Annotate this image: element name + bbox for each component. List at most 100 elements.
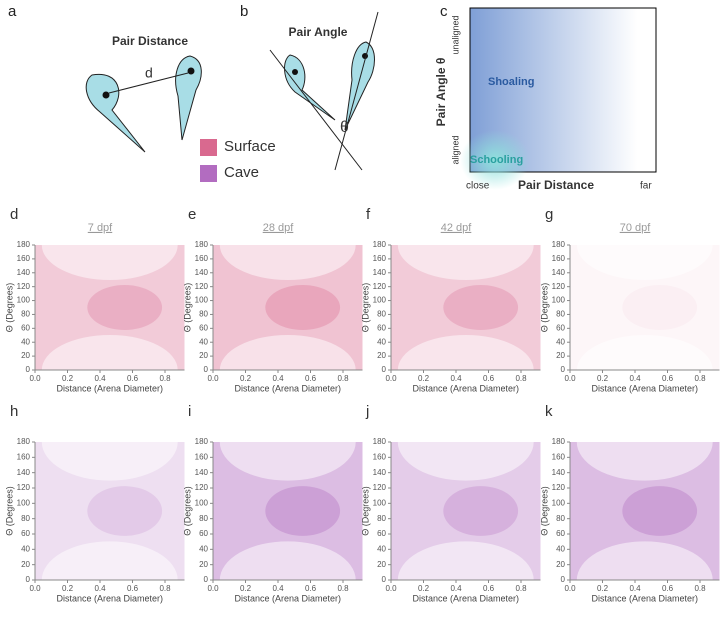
x-tick-label: 0.0 xyxy=(29,374,41,383)
y-axis-label: Θ (Degrees) xyxy=(539,486,549,536)
x-tick-label: 0.2 xyxy=(597,584,609,593)
density-lobe xyxy=(41,210,178,280)
density-lobe xyxy=(219,210,356,280)
panel-label: a xyxy=(8,3,17,20)
y-axis-label: Θ (Degrees) xyxy=(360,283,370,333)
x-tick-label: 0.0 xyxy=(564,374,576,383)
x-tick-label: 0.8 xyxy=(694,374,706,383)
region-label: Schooling xyxy=(470,154,523,166)
y-tick-label: 40 xyxy=(377,337,386,346)
x-tick-label: 0.6 xyxy=(662,374,674,383)
x-tick-label: 0.0 xyxy=(564,584,576,593)
axis-end: aligned xyxy=(450,135,460,164)
panel-label: f xyxy=(366,206,371,223)
panel-label: j xyxy=(365,403,369,420)
y-axis-label: Θ (Degrees) xyxy=(539,283,549,333)
y-tick-label: 60 xyxy=(377,529,386,538)
x-tick-label: 0.2 xyxy=(418,584,430,593)
panel-label: e xyxy=(188,206,196,223)
symbol: θ xyxy=(340,119,349,136)
y-tick-label: 160 xyxy=(373,452,387,461)
axis-end: far xyxy=(640,181,652,192)
legend-swatch xyxy=(200,139,217,156)
x-tick-label: 0.2 xyxy=(62,584,74,593)
y-tick-label: 80 xyxy=(556,310,565,319)
y-tick-label: 140 xyxy=(373,468,387,477)
y-tick-label: 180 xyxy=(552,437,566,446)
y-tick-label: 180 xyxy=(552,240,566,249)
y-tick-label: 60 xyxy=(377,323,386,332)
y-tick-label: 120 xyxy=(195,282,209,291)
fish xyxy=(175,55,202,141)
y-tick-label: 100 xyxy=(195,296,209,305)
y-tick-label: 20 xyxy=(199,351,208,360)
panel-label: h xyxy=(10,403,18,420)
y-tick-label: 60 xyxy=(556,323,565,332)
fish xyxy=(85,73,146,153)
y-tick-label: 160 xyxy=(17,452,31,461)
x-tick-label: 0.4 xyxy=(450,374,462,383)
y-tick-label: 180 xyxy=(195,240,209,249)
x-tick-label: 0.0 xyxy=(385,584,397,593)
y-tick-label: 100 xyxy=(195,498,209,507)
legend-label: Cave xyxy=(224,164,259,181)
y-tick-label: 40 xyxy=(556,544,565,553)
x-tick-label: 0.4 xyxy=(272,584,284,593)
x-axis-label: Distance (Arena Diameter) xyxy=(56,383,163,393)
y-tick-label: 160 xyxy=(17,254,31,263)
density-core xyxy=(87,285,163,330)
density-lobe xyxy=(397,403,534,481)
density-core xyxy=(265,285,341,330)
y-tick-label: 140 xyxy=(17,468,31,477)
y-tick-label: 0 xyxy=(204,575,209,584)
distance-arrow xyxy=(108,72,189,94)
x-tick-label: 0.6 xyxy=(127,584,139,593)
y-tick-label: 0 xyxy=(561,365,566,374)
x-tick-label: 0.8 xyxy=(337,584,349,593)
x-tick-label: 0.2 xyxy=(240,374,252,383)
y-tick-label: 160 xyxy=(373,254,387,263)
x-tick-label: 0.6 xyxy=(305,374,317,383)
y-tick-label: 20 xyxy=(199,560,208,569)
x-tick-label: 0.8 xyxy=(159,374,171,383)
x-axis-label: Distance (Arena Diameter) xyxy=(591,383,698,393)
y-axis-label: Θ (Degrees) xyxy=(360,486,370,536)
legend: Surface Cave xyxy=(200,138,276,182)
x-axis-label: Distance (Arena Diameter) xyxy=(412,593,519,603)
density-core xyxy=(265,486,341,536)
y-axis-label: Θ (Degrees) xyxy=(4,283,14,333)
x-tick-label: 0.4 xyxy=(94,374,106,383)
schooling-region xyxy=(460,130,530,190)
heading-line xyxy=(269,49,363,171)
eye xyxy=(292,69,298,75)
legend-label: Surface xyxy=(224,138,276,155)
density-lobe xyxy=(397,210,534,280)
y-tick-label: 180 xyxy=(373,437,387,446)
x-tick-label: 0.4 xyxy=(94,584,106,593)
x-tick-label: 0.0 xyxy=(385,374,397,383)
panel-label: d xyxy=(10,206,18,223)
x-tick-label: 0.0 xyxy=(29,584,41,593)
y-tick-label: 80 xyxy=(21,514,30,523)
heading-line xyxy=(334,11,379,171)
density-core xyxy=(443,486,519,536)
y-tick-label: 20 xyxy=(556,560,565,569)
x-tick-label: 0.8 xyxy=(694,584,706,593)
y-tick-label: 40 xyxy=(556,337,565,346)
eye xyxy=(187,67,195,75)
fish xyxy=(284,54,336,121)
y-tick-label: 100 xyxy=(552,296,566,305)
y-tick-label: 100 xyxy=(373,498,387,507)
y-tick-label: 120 xyxy=(195,483,209,492)
y-tick-label: 100 xyxy=(17,296,31,305)
y-tick-label: 80 xyxy=(21,310,30,319)
y-tick-label: 40 xyxy=(199,337,208,346)
y-tick-label: 160 xyxy=(195,452,209,461)
x-tick-label: 0.4 xyxy=(629,584,641,593)
y-axis-label: Θ (Degrees) xyxy=(4,486,14,536)
panel-label: c xyxy=(440,3,448,20)
density-core xyxy=(622,285,698,330)
x-tick-label: 0.8 xyxy=(515,584,527,593)
y-tick-label: 0 xyxy=(382,575,387,584)
